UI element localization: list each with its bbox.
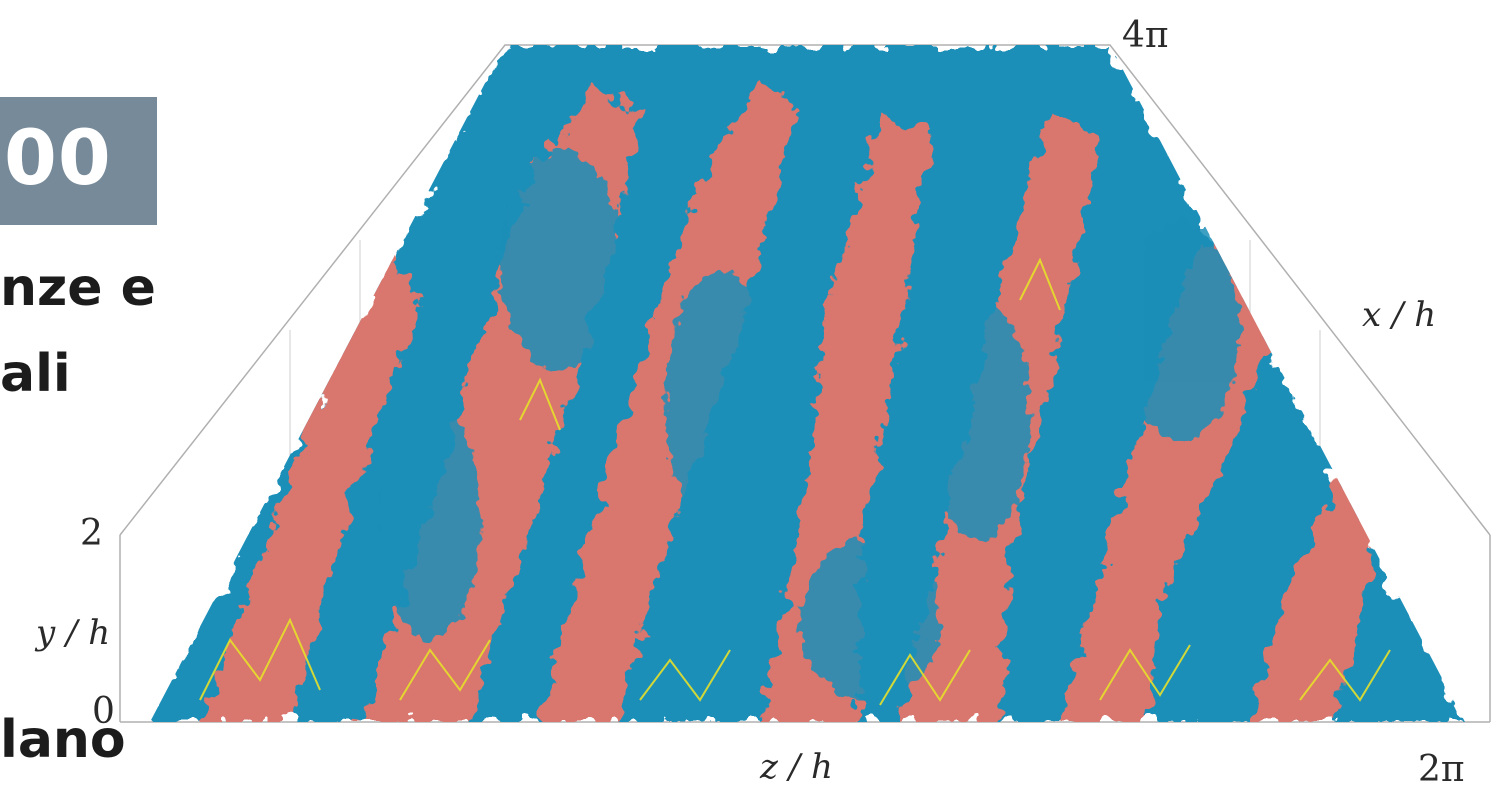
- y-axis-label: y / h: [36, 613, 111, 653]
- number-badge-text: 00: [4, 113, 112, 202]
- side-text-line-2: ali: [0, 344, 71, 404]
- z-axis-label: z / h: [760, 747, 833, 787]
- side-text-line-3: lano: [0, 710, 126, 770]
- turbulence-structures: [150, 45, 1465, 722]
- y-axis-tick-0: 0: [92, 691, 115, 732]
- y-axis-tick-2: 2: [80, 513, 103, 554]
- blue-overlay: [380, 150, 1240, 700]
- z-axis-max-tick: 2π: [1418, 749, 1465, 790]
- number-badge: [0, 97, 157, 225]
- side-text-line-1: nze e: [0, 258, 156, 318]
- x-axis-label: x / h: [1362, 295, 1437, 335]
- x-axis-max-tick: 4π: [1122, 15, 1169, 56]
- yellow-highlights: [199, 257, 1391, 706]
